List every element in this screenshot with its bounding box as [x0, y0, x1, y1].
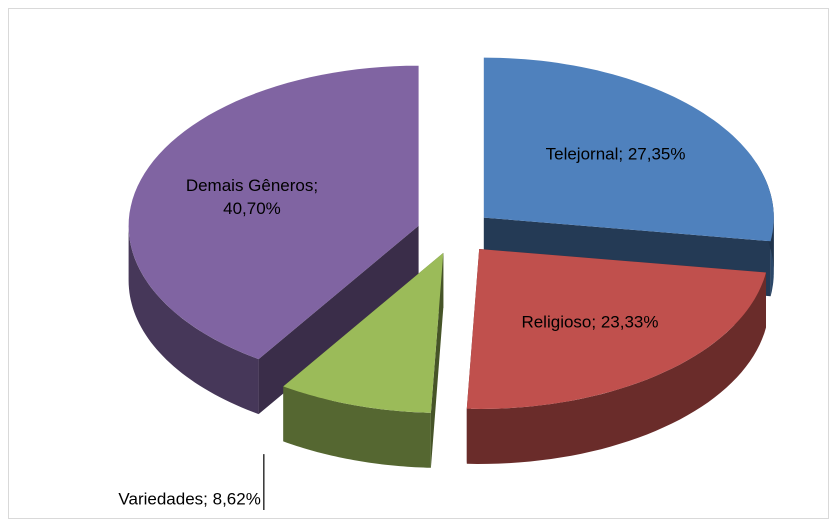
data-label: Telejornal; 27,35%	[545, 144, 686, 164]
slice-outer-wall	[466, 272, 766, 464]
data-label: Religioso; 23,33%	[521, 312, 659, 332]
pie-slice	[283, 252, 444, 468]
slice-edge-wall	[258, 225, 419, 415]
slice-top	[466, 249, 766, 409]
data-label: Variedades; 8,62%	[118, 489, 261, 509]
slice-outer-wall	[283, 386, 431, 468]
slice-outer-wall	[128, 225, 259, 415]
pie-slice	[466, 249, 766, 464]
slice-top	[283, 252, 444, 413]
pie-slice	[128, 65, 419, 415]
data-label: Demais Gêneros; 40,70%	[185, 176, 319, 218]
slice-top	[483, 57, 774, 242]
slice-top	[128, 65, 419, 360]
